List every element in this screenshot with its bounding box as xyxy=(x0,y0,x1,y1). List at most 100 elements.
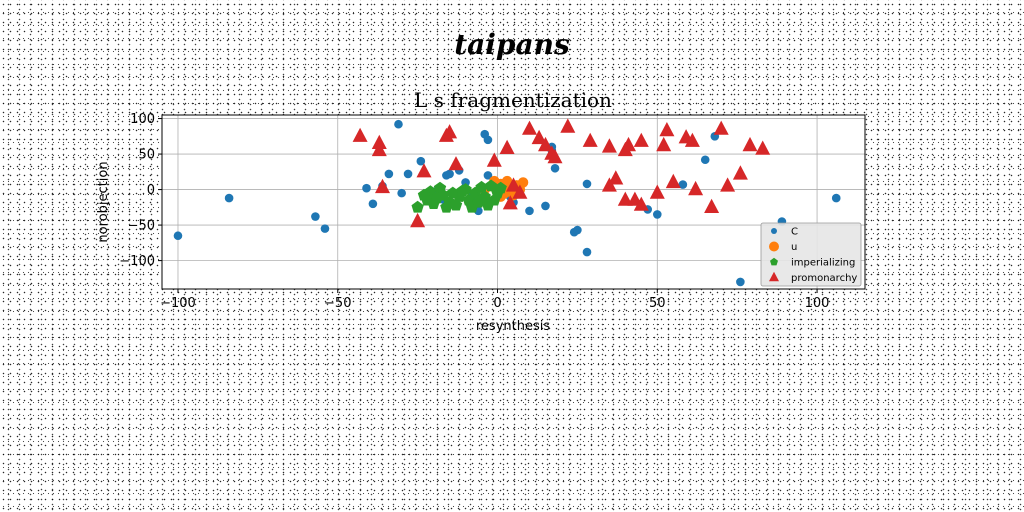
data-point xyxy=(560,118,576,133)
data-point xyxy=(475,180,488,193)
data-point xyxy=(486,152,502,167)
x-tick-label: 0 xyxy=(493,296,501,311)
data-point xyxy=(678,180,688,189)
data-point xyxy=(368,199,378,209)
data-point xyxy=(397,188,406,198)
data-point xyxy=(499,139,515,154)
data-point xyxy=(506,177,521,192)
data-point xyxy=(484,179,498,192)
data-point xyxy=(713,120,729,135)
y-tick-label: 100 xyxy=(130,112,155,127)
data-point xyxy=(483,171,493,180)
series-imperializing xyxy=(411,179,507,213)
data-point xyxy=(445,169,454,179)
data-point xyxy=(617,191,633,206)
x-tick-label: 50 xyxy=(649,296,666,311)
data-point xyxy=(494,181,507,194)
series-promonarchy xyxy=(352,118,771,228)
x-tick-label: −50 xyxy=(324,296,351,311)
data-point xyxy=(394,119,403,129)
data-point xyxy=(621,136,636,152)
axis-ticks: −100 −50 0 50 100 −100 −50 0 50 100 xyxy=(119,112,829,311)
legend-marker xyxy=(771,228,777,234)
data-point xyxy=(502,195,518,210)
figure-super-title: taipans xyxy=(454,28,570,61)
data-point xyxy=(448,156,464,171)
data-point xyxy=(522,120,537,135)
data-point xyxy=(732,165,748,180)
data-point xyxy=(224,193,234,203)
y-tick-label: −50 xyxy=(128,219,155,234)
plot-frame xyxy=(161,114,866,290)
data-point xyxy=(416,156,426,166)
data-point xyxy=(665,173,681,189)
data-point xyxy=(736,277,745,287)
data-point xyxy=(547,149,563,164)
data-point xyxy=(416,163,432,178)
data-point xyxy=(410,212,426,228)
legend-marker xyxy=(769,241,779,252)
data-point xyxy=(517,177,529,188)
legend-label: imperializing xyxy=(791,258,855,269)
data-point xyxy=(608,170,624,185)
chart-title: L s fragmentization xyxy=(414,88,612,112)
data-point xyxy=(684,132,700,147)
data-point xyxy=(417,188,431,201)
data-point xyxy=(573,225,582,235)
data-point xyxy=(652,210,662,219)
data-point xyxy=(755,140,771,155)
data-point xyxy=(352,127,368,142)
data-point xyxy=(512,184,528,199)
y-tick-label: 50 xyxy=(138,148,155,163)
legend-marker xyxy=(770,257,778,266)
data-layer xyxy=(173,118,841,287)
data-point xyxy=(582,247,592,257)
legend-marker xyxy=(769,271,779,282)
data-point xyxy=(375,178,390,194)
legend-box xyxy=(760,222,862,287)
x-tick-label: 100 xyxy=(805,296,830,311)
data-point xyxy=(582,179,592,189)
data-point xyxy=(430,191,443,204)
data-point xyxy=(688,180,704,196)
data-point xyxy=(601,138,617,153)
x-tick-label: −100 xyxy=(160,296,196,311)
data-point xyxy=(442,124,458,139)
y-tick-label: 0 xyxy=(147,183,155,198)
data-point xyxy=(525,206,534,216)
data-point xyxy=(362,183,371,193)
data-point xyxy=(483,135,493,145)
data-point xyxy=(633,196,649,211)
y-axis-label: norobjection xyxy=(96,161,111,242)
data-point xyxy=(456,184,469,197)
data-point xyxy=(538,136,553,152)
data-point xyxy=(411,200,424,213)
data-point xyxy=(831,193,841,203)
data-point xyxy=(582,132,598,147)
data-point xyxy=(320,224,330,233)
data-point xyxy=(403,169,413,179)
legend-label: C xyxy=(791,227,798,238)
data-point xyxy=(541,201,550,211)
legend: Cu imperializing promonarchy xyxy=(760,222,862,287)
data-point xyxy=(371,141,387,157)
legend-label: promonarchy xyxy=(791,273,857,284)
data-point xyxy=(311,212,320,221)
data-point xyxy=(649,184,665,199)
data-point xyxy=(720,177,736,192)
legend-label: u xyxy=(791,242,797,253)
data-point xyxy=(461,178,470,187)
data-point xyxy=(633,132,649,147)
data-point xyxy=(742,136,758,152)
y-tick-label: −100 xyxy=(119,254,155,269)
data-point xyxy=(700,155,710,165)
x-axis-label: resynthesis xyxy=(476,319,550,334)
data-point xyxy=(704,198,720,213)
data-point xyxy=(531,129,547,145)
data-point xyxy=(173,231,183,241)
data-point xyxy=(384,169,394,179)
data-point xyxy=(656,136,672,152)
data-point xyxy=(659,122,675,137)
data-point xyxy=(550,163,560,173)
